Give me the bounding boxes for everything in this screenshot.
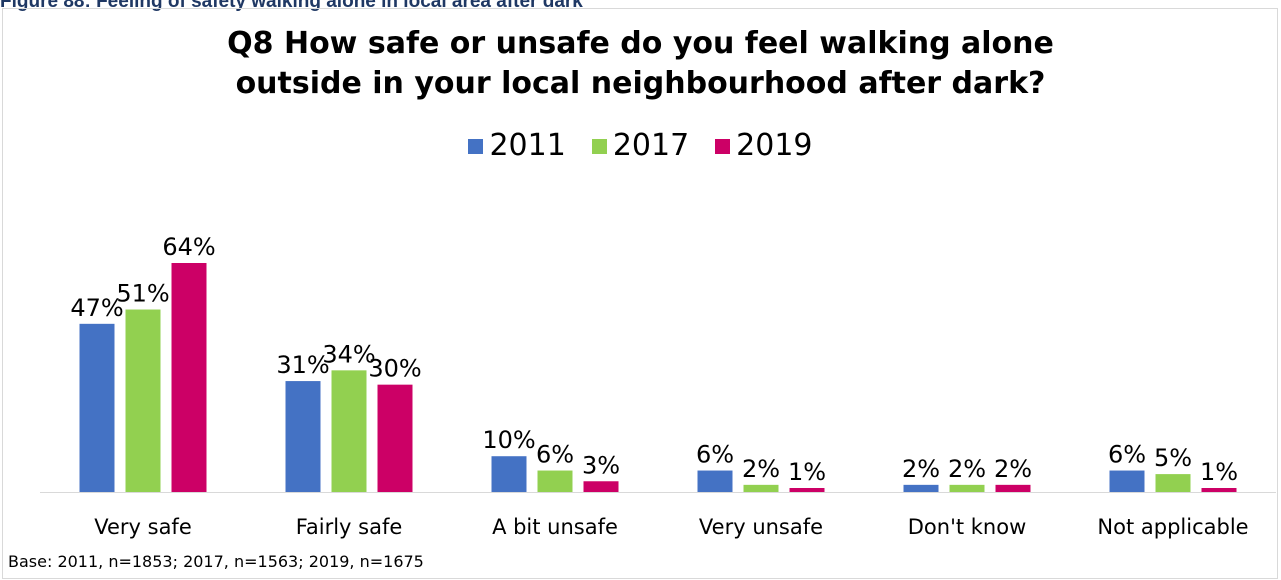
bar-2017-2 xyxy=(537,470,573,492)
data-label-2011-3: 6% xyxy=(696,441,734,469)
legend-swatch-2017 xyxy=(591,138,607,154)
bar-2011-0 xyxy=(79,323,115,492)
data-label-2011-1: 31% xyxy=(276,351,329,379)
data-label-2019-4: 2% xyxy=(994,455,1032,483)
legend-label-2019: 2019 xyxy=(736,128,813,163)
bar-2017-5 xyxy=(1155,474,1191,492)
data-label-2019-3: 1% xyxy=(788,458,826,486)
bar-2011-5 xyxy=(1109,470,1145,492)
chart-title-line-1: Q8 How safe or unsafe do you feel walkin… xyxy=(227,26,1054,61)
bar-2019-3 xyxy=(789,488,825,492)
bar-2019-2 xyxy=(583,481,619,492)
legend: 2011 2017 2019 xyxy=(0,128,1281,164)
category-label-0: Very safe xyxy=(94,515,192,539)
legend-swatch-2019 xyxy=(715,138,731,154)
legend-swatch-2011 xyxy=(468,138,484,154)
data-label-2011-0: 47% xyxy=(70,294,123,322)
data-label-2019-0: 64% xyxy=(162,233,215,261)
category-label-3: Very unsafe xyxy=(699,515,823,539)
bar-2019-1 xyxy=(377,384,413,492)
legend-label-2017: 2017 xyxy=(612,128,690,163)
data-label-2017-0: 51% xyxy=(116,280,169,308)
data-label-2017-1: 34% xyxy=(322,340,375,368)
data-label-2019-1: 30% xyxy=(368,355,421,383)
data-label-2011-2: 10% xyxy=(482,426,535,454)
chart-title: Q8 How safe or unsafe do you feel walkin… xyxy=(0,24,1281,104)
category-label-4: Don't know xyxy=(908,515,1027,539)
legend-label-2011: 2011 xyxy=(489,128,566,163)
bar-2017-1 xyxy=(331,370,367,492)
figure-caption: Figure 88: Feeling of safety walking alo… xyxy=(0,0,583,12)
category-label-1: Fairly safe xyxy=(296,515,403,539)
data-label-2019-5: 1% xyxy=(1200,458,1238,486)
bar-2019-4 xyxy=(995,484,1031,492)
legend-item-2011: 2011 xyxy=(468,128,566,164)
chart-frame xyxy=(2,8,1278,579)
chart-title-line-2: outside in your local neighbourhood afte… xyxy=(235,66,1046,101)
bar-2011-1 xyxy=(285,381,321,492)
bar-2019-0 xyxy=(171,263,207,492)
category-label-5: Not applicable xyxy=(1097,515,1248,539)
bar-2011-4 xyxy=(903,484,939,492)
legend-item-2017: 2017 xyxy=(591,128,690,164)
bar-2017-0 xyxy=(125,309,161,492)
bar-2017-3 xyxy=(743,484,779,492)
data-label-2011-4: 2% xyxy=(902,455,940,483)
data-label-2011-5: 6% xyxy=(1108,441,1146,469)
data-label-2017-4: 2% xyxy=(948,455,986,483)
bar-2011-3 xyxy=(697,470,733,492)
bar-2017-4 xyxy=(949,484,985,492)
data-label-2017-5: 5% xyxy=(1154,444,1192,472)
data-label-2019-2: 3% xyxy=(582,451,620,479)
legend-item-2019: 2019 xyxy=(715,128,813,164)
base-footnote: Base: 2011, n=1853; 2017, n=1563; 2019, … xyxy=(8,552,424,571)
data-label-2017-3: 2% xyxy=(742,455,780,483)
bar-2011-2 xyxy=(491,456,527,492)
data-label-2017-2: 6% xyxy=(536,441,574,469)
category-label-2: A bit unsafe xyxy=(492,515,618,539)
bar-2019-5 xyxy=(1201,488,1237,492)
